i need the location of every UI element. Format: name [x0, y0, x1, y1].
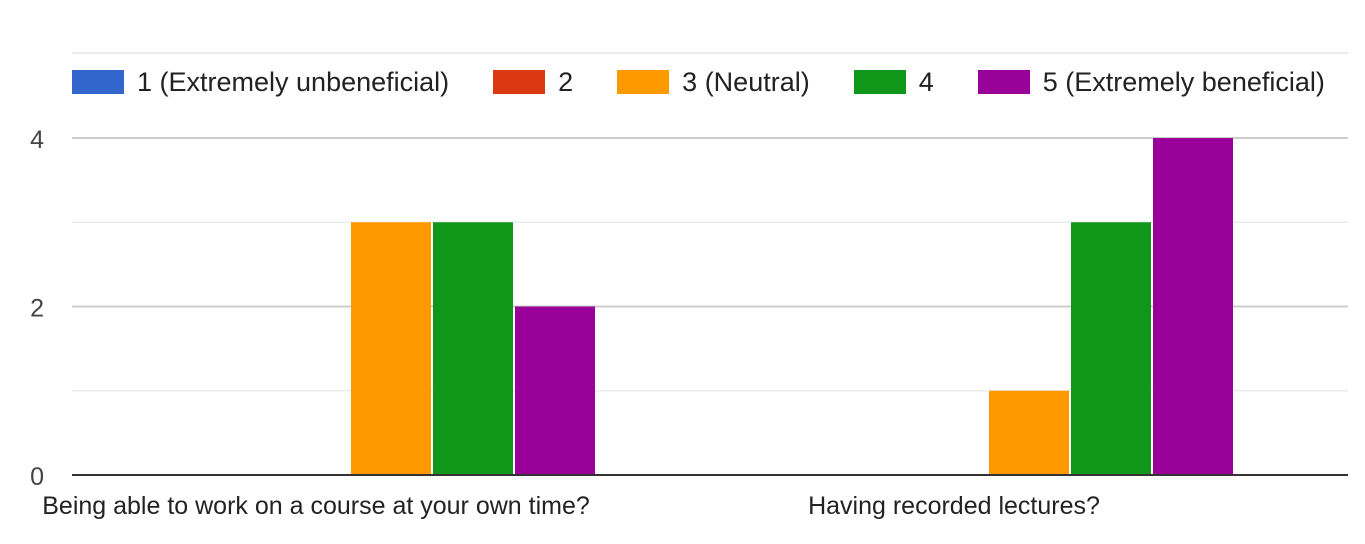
y-axis-ticks: 0 2 4: [30, 126, 44, 491]
bar[interactable]: [1071, 222, 1151, 475]
legend-label-3: 3 (Neutral): [682, 66, 810, 97]
legend-swatch-5: [977, 70, 1030, 94]
legend-item-3[interactable]: 3 (Neutral): [617, 67, 810, 98]
legend-item-1[interactable]: 1 (Extremely unbeneficial): [72, 67, 449, 98]
legend-label-1: 1 (Extremely unbeneficial): [137, 66, 450, 97]
legend-item-2[interactable]: 2: [493, 67, 573, 98]
chart-legend: 1 (Extremely unbeneficial) 2 3 (Neutral)…: [72, 64, 1325, 100]
bar[interactable]: [351, 222, 431, 475]
x-tick-label: Having recorded lectures?: [808, 492, 1100, 520]
bar[interactable]: [989, 390, 1069, 475]
bar[interactable]: [1153, 138, 1233, 475]
x-axis-labels: Being able to work on a course at your o…: [42, 492, 1100, 520]
bar[interactable]: [515, 306, 595, 476]
legend-swatch-3: [617, 70, 670, 94]
x-tick-label: Being able to work on a course at your o…: [42, 492, 590, 520]
legend-swatch-2: [493, 70, 546, 94]
legend-swatch-4: [853, 70, 906, 94]
legend-label-2: 2: [558, 66, 574, 97]
legend-item-5[interactable]: 5 (Extremely beneficial): [977, 66, 1325, 98]
legend-label-4: 4: [918, 66, 934, 97]
legend-swatch-1: [72, 70, 124, 94]
legend-label-5: 5 (Extremely beneficial): [1042, 66, 1325, 97]
legend-item-4[interactable]: 4: [853, 66, 934, 98]
bar[interactable]: [433, 222, 513, 475]
y-tick-label: 0: [30, 463, 44, 491]
y-tick-label: 4: [30, 126, 44, 154]
y-tick-label: 2: [30, 295, 44, 323]
bar-series: [351, 138, 1233, 475]
